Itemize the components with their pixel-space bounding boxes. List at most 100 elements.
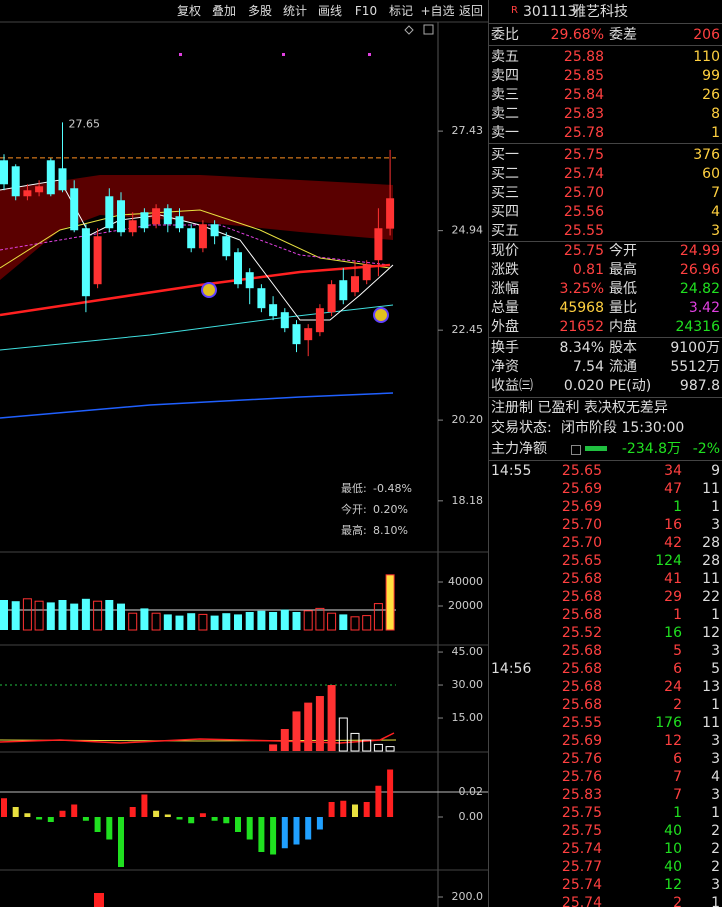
icon[interactable] bbox=[423, 24, 434, 35]
book-price: 25.85 bbox=[563, 68, 604, 84]
label: 委差 bbox=[609, 27, 637, 43]
toolbar-button[interactable]: 多股 bbox=[247, 4, 272, 18]
marker-dot bbox=[368, 53, 371, 56]
tick-volume: 16 bbox=[664, 625, 682, 641]
volume-bar bbox=[58, 600, 67, 630]
marker-dot bbox=[282, 53, 285, 56]
oscillator-bar bbox=[363, 802, 370, 817]
toolbar-button[interactable]: 画线 bbox=[317, 4, 342, 18]
toolbar-button[interactable]: F10 bbox=[354, 4, 378, 18]
volume-bar bbox=[210, 615, 219, 630]
fund-label: 换手 bbox=[491, 340, 519, 356]
candle-body bbox=[11, 166, 20, 197]
book-label: 卖一 bbox=[491, 125, 519, 141]
tick-count: 2 bbox=[711, 841, 720, 857]
oscillator-bar bbox=[246, 817, 253, 840]
fund-label: 收益㈢ bbox=[491, 378, 533, 394]
candle-body bbox=[374, 228, 383, 261]
candle-body bbox=[117, 200, 125, 233]
book-label: 卖二 bbox=[491, 106, 519, 122]
candle-body bbox=[58, 168, 67, 191]
tick-count: 1 bbox=[711, 805, 720, 821]
oscillator-bar bbox=[59, 810, 66, 817]
oscillator-bar bbox=[281, 817, 288, 849]
tick-price: 25.76 bbox=[561, 769, 602, 785]
candle-body bbox=[327, 284, 336, 313]
toolbar-button[interactable]: 标记 bbox=[388, 4, 413, 18]
tick-count: 4 bbox=[711, 769, 720, 785]
quote-label: 总量 bbox=[491, 300, 519, 316]
quote-label: 内盘 bbox=[609, 319, 637, 335]
tick-time: 14:55 bbox=[491, 463, 532, 479]
tick-price: 25.75 bbox=[561, 823, 602, 839]
oscillator-bar bbox=[340, 800, 347, 817]
volume-bar bbox=[315, 607, 325, 631]
tick-count: 1 bbox=[711, 499, 720, 515]
tick-count: 3 bbox=[711, 787, 720, 803]
fund-label: PE(动) bbox=[609, 378, 652, 394]
y-tick-label: 22.45 bbox=[452, 323, 484, 336]
candle-body bbox=[304, 328, 313, 341]
volume-bar bbox=[222, 613, 231, 630]
separator bbox=[489, 460, 722, 461]
legend-label: 最低: bbox=[341, 482, 367, 495]
bottom-bar bbox=[94, 893, 104, 907]
tick-volume: 10 bbox=[664, 841, 682, 857]
fund-label: 流通 bbox=[609, 359, 637, 375]
ma-line bbox=[0, 263, 391, 317]
legend-label: 今开: bbox=[341, 502, 367, 516]
tick-price: 25.68 bbox=[561, 679, 602, 695]
oscillator-bar bbox=[141, 794, 148, 817]
oscillator-bar bbox=[235, 817, 241, 832]
volume-bar bbox=[70, 603, 79, 630]
book-price: 25.88 bbox=[563, 49, 604, 65]
quote-value: 24.82 bbox=[679, 281, 720, 297]
quote-label: 涨幅 bbox=[491, 281, 519, 297]
tick-price: 25.77 bbox=[561, 859, 602, 875]
tick-volume: 12 bbox=[664, 877, 682, 893]
toolbar-button[interactable]: 统计 bbox=[282, 4, 307, 18]
toolbar-button[interactable]: 返回 bbox=[458, 4, 483, 18]
book-volume: 376 bbox=[693, 147, 720, 163]
oscillator-bar bbox=[1, 798, 7, 817]
book-volume: 99 bbox=[702, 68, 720, 84]
book-label: 买五 bbox=[491, 223, 519, 239]
indicator-bar bbox=[338, 717, 348, 752]
tick-volume: 42 bbox=[664, 535, 682, 551]
tick-volume: 1 bbox=[673, 805, 682, 821]
tick-volume: 24 bbox=[664, 679, 682, 695]
book-label: 买二 bbox=[491, 166, 519, 182]
tick-count: 3 bbox=[711, 751, 720, 767]
flow-icon[interactable] bbox=[571, 445, 581, 455]
flow-value: -234.8万 bbox=[621, 441, 681, 457]
indicator-bar bbox=[373, 743, 383, 752]
book-price: 25.83 bbox=[563, 106, 604, 122]
icon[interactable] bbox=[404, 25, 414, 35]
candle-body bbox=[187, 228, 196, 249]
toolbar-button[interactable]: 叠加 bbox=[211, 4, 236, 18]
candle-body bbox=[315, 308, 324, 333]
tick-count: 28 bbox=[702, 535, 720, 551]
book-price: 25.55 bbox=[563, 223, 604, 239]
oscillator-bar bbox=[211, 817, 218, 821]
toolbar-button[interactable]: +自选 bbox=[420, 4, 455, 18]
oscillator-bar bbox=[106, 817, 113, 840]
status-value: 闭市阶段 15:30:00 bbox=[561, 420, 685, 436]
toolbar-button[interactable]: 复权 bbox=[176, 4, 201, 18]
tick-count: 3 bbox=[711, 733, 720, 749]
tick-price: 25.70 bbox=[561, 535, 602, 551]
volume-bar bbox=[11, 601, 20, 630]
quote-panel: R 301113 雅艺科技 委比 29.68% 委差 206 卖五 25.88 110 卖四 25.8… bbox=[488, 0, 722, 907]
oscillator-bar bbox=[352, 804, 358, 817]
quote-label: 量比 bbox=[609, 300, 637, 316]
quote-value: 3.25% bbox=[559, 281, 604, 297]
tick-count: 3 bbox=[711, 643, 720, 659]
tick-volume: 2 bbox=[673, 697, 682, 713]
book-volume: 8 bbox=[711, 106, 720, 122]
tick-time: 14:56 bbox=[491, 661, 532, 677]
oscillator-bar bbox=[258, 817, 265, 852]
tick-count: 22 bbox=[702, 589, 720, 605]
tick-volume: 12 bbox=[664, 733, 682, 749]
ma-line bbox=[0, 304, 394, 351]
